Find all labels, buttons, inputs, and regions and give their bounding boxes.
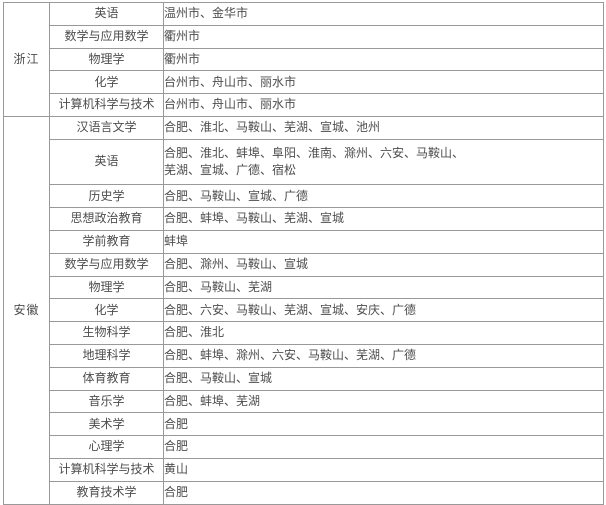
major-cell: 化学 bbox=[49, 298, 164, 323]
cities-cell: 黄山 bbox=[163, 457, 604, 482]
major-cell: 汉语言文学 bbox=[49, 115, 164, 140]
cities-cell: 合肥 bbox=[163, 435, 604, 459]
major-cell: 教育技术学 bbox=[49, 480, 164, 505]
table-row: 地理科学 合肥、蚌埠、滁州、六安、马鞍山、芜湖、广德 bbox=[4, 343, 604, 368]
cities-cell: 台州市、舟山市、丽水市 bbox=[163, 93, 604, 117]
cities-cell: 合肥、淮北、马鞍山、芜湖、宣城、池州 bbox=[163, 115, 604, 140]
cities-cell: 合肥、淮北 bbox=[163, 321, 604, 345]
major-cell: 数学与应用数学 bbox=[49, 24, 164, 49]
province-cell: 浙江 bbox=[3, 2, 50, 117]
table-row: 计算机科学与技术 黄山 bbox=[4, 457, 604, 482]
cities-cell: 合肥、马鞍山、宣城 bbox=[163, 366, 604, 391]
placement-table: 浙江 英语 温州市、金华市 数学与应用数学 衢州市 物理学 衢州市 化学 台州市、舟山市、丽水市… bbox=[3, 2, 604, 505]
table-row: 计算机科学与技术 台州市、舟山市、丽水市 bbox=[4, 93, 604, 117]
major-cell: 思想政治教育 bbox=[49, 207, 164, 231]
table-row: 安徽 汉语言文学 合肥、淮北、马鞍山、芜湖、宣城、池州 bbox=[3, 115, 604, 505]
table-row: 物理学 合肥、马鞍山、芜湖 bbox=[4, 275, 604, 300]
major-cell: 美术学 bbox=[49, 412, 164, 437]
table-row: 生物科学 合肥、淮北 bbox=[4, 321, 604, 345]
major-cell: 计算机科学与技术 bbox=[49, 457, 164, 482]
table-row: 美术学 合肥 bbox=[4, 412, 604, 437]
table-row: 物理学 衢州市 bbox=[4, 47, 604, 72]
major-cell: 英语 bbox=[49, 138, 164, 186]
table-row: 浙江 英语 温州市、金华市 bbox=[3, 2, 604, 117]
table-row: 数学与应用数学 合肥、滁州、马鞍山、宣城 bbox=[4, 252, 604, 277]
province-cell: 安徽 bbox=[3, 115, 50, 505]
cities-cell: 合肥、马鞍山、宣城、广德 bbox=[163, 184, 604, 209]
table-row: 学前教育 蚌埠 bbox=[4, 229, 604, 254]
major-cell: 学前教育 bbox=[49, 229, 164, 254]
cities-cell: 合肥 bbox=[163, 480, 604, 505]
table-row: 教育技术学 合肥 bbox=[4, 480, 604, 505]
table-row: 思想政治教育 合肥、蚌埠、马鞍山、芜湖、宣城 bbox=[4, 207, 604, 231]
major-cell: 历史学 bbox=[49, 184, 164, 209]
major-cell: 音乐学 bbox=[49, 389, 164, 414]
major-cell: 生物科学 bbox=[49, 321, 164, 345]
major-cell: 英语 bbox=[49, 2, 164, 26]
major-cell: 心理学 bbox=[49, 435, 164, 459]
table-row: 英语 合肥、淮北、蚌埠、阜阳、淮南、滁州、六安、马鞍山、 芜湖、宣城、广德、宿松 bbox=[4, 138, 604, 186]
major-cell: 地理科学 bbox=[49, 343, 164, 368]
major-cell: 计算机科学与技术 bbox=[49, 93, 164, 117]
cities-cell: 合肥、蚌埠、马鞍山、芜湖、宣城 bbox=[163, 207, 604, 231]
table-row: 化学 合肥、六安、马鞍山、芜湖、宣城、安庆、广德 bbox=[4, 298, 604, 323]
cities-cell: 合肥、马鞍山、芜湖 bbox=[163, 275, 604, 300]
placement-table-body: 浙江 英语 温州市、金华市 数学与应用数学 衢州市 物理学 衢州市 化学 台州市、舟山市、丽水市… bbox=[3, 2, 604, 505]
major-cell: 物理学 bbox=[49, 47, 164, 72]
cities-cell: 衢州市 bbox=[163, 24, 604, 49]
cities-cell: 合肥、六安、马鞍山、芜湖、宣城、安庆、广德 bbox=[163, 298, 604, 323]
table-row: 体育教育 合肥、马鞍山、宣城 bbox=[4, 366, 604, 391]
table-row: 化学 台州市、舟山市、丽水市 bbox=[4, 70, 604, 95]
cities-cell: 合肥 bbox=[163, 412, 604, 437]
table-row: 历史学 合肥、马鞍山、宣城、广德 bbox=[4, 184, 604, 209]
cities-cell: 合肥、淮北、蚌埠、阜阳、淮南、滁州、六安、马鞍山、 芜湖、宣城、广德、宿松 bbox=[163, 138, 604, 186]
cities-cell: 温州市、金华市 bbox=[163, 2, 604, 26]
table-row: 心理学 合肥 bbox=[4, 435, 604, 459]
major-cell: 数学与应用数学 bbox=[49, 252, 164, 277]
major-cell: 化学 bbox=[49, 70, 164, 95]
major-cell: 物理学 bbox=[49, 275, 164, 300]
cities-cell: 合肥、蚌埠、芜湖 bbox=[163, 389, 604, 414]
cities-cell: 衢州市 bbox=[163, 47, 604, 72]
cities-cell: 台州市、舟山市、丽水市 bbox=[163, 70, 604, 95]
major-cell: 体育教育 bbox=[49, 366, 164, 391]
cities-cell: 合肥、蚌埠、滁州、六安、马鞍山、芜湖、广德 bbox=[163, 343, 604, 368]
table-row: 音乐学 合肥、蚌埠、芜湖 bbox=[4, 389, 604, 414]
cities-cell: 蚌埠 bbox=[163, 229, 604, 254]
table-row: 数学与应用数学 衢州市 bbox=[4, 24, 604, 49]
cities-cell: 合肥、滁州、马鞍山、宣城 bbox=[163, 252, 604, 277]
